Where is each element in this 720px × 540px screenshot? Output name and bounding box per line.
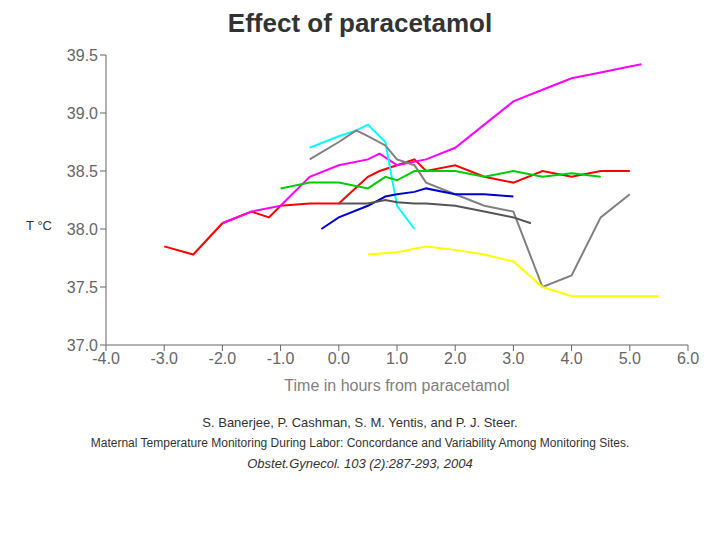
svg-text:4.0: 4.0 (560, 350, 582, 367)
svg-text:38.5: 38.5 (67, 163, 98, 180)
svg-text:1.0: 1.0 (386, 350, 408, 367)
svg-text:3.0: 3.0 (502, 350, 524, 367)
svg-text:37.5: 37.5 (67, 279, 98, 296)
html-text:T °C: T °C (26, 217, 52, 233)
svg-text:5.0: 5.0 (619, 350, 641, 367)
svg-text:38.0: 38.0 (67, 221, 98, 238)
svg-text:6.0: 6.0 (677, 350, 699, 367)
html-text:S. Banerjee, P. Cashman, S. M.: S. Banerjee, P. Cashman, S. M. Yentis, a… (202, 415, 518, 430)
svg-text:37.0: 37.0 (67, 337, 98, 354)
svg-text:-4.0: -4.0 (92, 350, 120, 368)
html-text:Maternal Temperature Monitorin: Maternal Temperature Monitoring During L… (90, 436, 630, 450)
svg-text:-1.0: -1.0 (267, 350, 295, 367)
svg-text:2.0: 2.0 (444, 350, 466, 367)
svg-text:39.0: 39.0 (67, 105, 98, 122)
svg-text:Time in hours from paracetamol: Time in hours from paracetamol (284, 377, 509, 394)
html-text:Effect of paracetamol: Effect of paracetamol (227, 8, 493, 38)
svg-text:-2.0: -2.0 (209, 350, 237, 367)
svg-text:0.0: 0.0 (328, 350, 350, 367)
svg-text:39.5: 39.5 (67, 47, 98, 64)
html-text:Obstet.Gynecol. 103 (2):287-29: Obstet.Gynecol. 103 (2):287-293, 2004 (247, 456, 473, 471)
svg-text:-3.0: -3.0 (150, 350, 178, 367)
